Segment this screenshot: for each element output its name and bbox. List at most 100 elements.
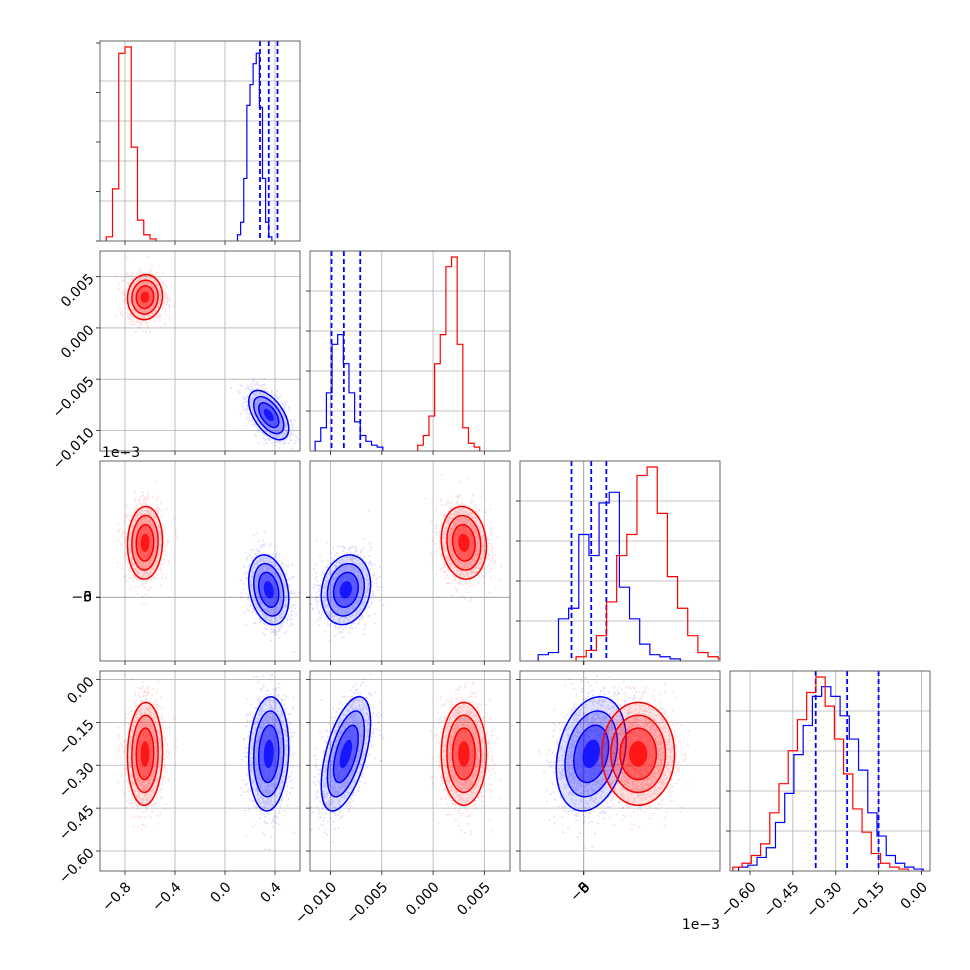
ytick-label: −0.30 — [56, 760, 98, 802]
density-fill-3 — [263, 581, 274, 599]
scatter-series-0 — [230, 377, 300, 450]
contour-2 — [135, 727, 155, 781]
panel-3-0 — [96, 670, 301, 875]
ytick-label: −0.45 — [56, 802, 98, 844]
contour-0 — [247, 554, 290, 626]
scatter-series-0 — [310, 510, 385, 642]
histogram-series-1-param-1 — [417, 256, 481, 451]
xtick-label: −0.60 — [718, 879, 760, 921]
panel-frame — [519, 670, 721, 872]
contour-0 — [126, 505, 164, 580]
contour-1 — [253, 710, 285, 798]
xtick-label: 0.4 — [258, 879, 285, 906]
xtick-label: −0.010 — [292, 879, 340, 927]
ytick-label: 0.000 — [58, 322, 98, 362]
contour-1 — [131, 279, 159, 315]
ytick-label: −3 — [71, 589, 92, 605]
xtick-label: 0.000 — [403, 879, 443, 919]
density-fill-3 — [140, 740, 150, 767]
histogram-series-0-param-3 — [737, 686, 924, 871]
contour-0 — [555, 695, 627, 812]
ytick-label: 6 — [83, 589, 92, 605]
xtick-label: 0.005 — [454, 879, 494, 919]
density-fill-3 — [629, 741, 648, 767]
contour-0 — [601, 701, 676, 807]
contour-0 — [126, 701, 164, 807]
ytick-label: 0.00 — [64, 674, 97, 707]
y-offset-text: 1e−3 — [102, 445, 140, 461]
contour-1 — [326, 562, 366, 617]
xtick-label: −0.8 — [99, 879, 134, 914]
panel-3-1 — [306, 670, 511, 875]
sample-points — [429, 681, 503, 836]
density-fill-3 — [263, 408, 274, 422]
contour-2 — [332, 571, 359, 608]
histogram-series-1-param-3 — [732, 676, 909, 871]
contour-2 — [332, 724, 359, 784]
panel-2-2 — [516, 460, 721, 665]
scatter-series-1 — [116, 674, 178, 831]
ytick-label: −0.005 — [50, 374, 98, 422]
density-fill-3 — [582, 739, 600, 769]
ytick-label: 0 — [83, 589, 92, 605]
contour-1 — [131, 514, 159, 571]
contour-2 — [257, 402, 280, 429]
xtick-label: −0.005 — [343, 879, 391, 927]
contour-2 — [451, 523, 476, 562]
panel-frame — [99, 40, 301, 242]
contour-0 — [440, 505, 488, 580]
contour-2 — [135, 523, 155, 562]
panel-2-1 — [306, 460, 511, 665]
scatter-series-0 — [310, 673, 385, 844]
contour-1 — [446, 714, 482, 794]
contour-1 — [253, 395, 285, 435]
panel-frame — [309, 250, 511, 452]
density-fill-3 — [263, 739, 274, 769]
scatter-series-0 — [240, 671, 296, 851]
histogram-series-1-param-0 — [105, 46, 157, 241]
contour-0 — [320, 554, 372, 626]
scatter-series-1 — [116, 480, 178, 606]
xtick-label: −0.4 — [149, 879, 184, 914]
contour-1 — [131, 714, 159, 794]
x-offset-text: 1e−3 — [682, 917, 720, 933]
xtick-label: −0.15 — [847, 879, 889, 921]
contour-1 — [446, 514, 482, 571]
contour-2 — [619, 727, 658, 781]
contour-0 — [126, 273, 164, 321]
xtick-label: 0.0 — [208, 879, 235, 906]
contour-0 — [247, 389, 290, 441]
scatter-series-0 — [239, 531, 300, 653]
contour-2 — [258, 724, 280, 784]
panel-1-0 — [96, 250, 301, 455]
contour-0 — [248, 695, 290, 812]
panel-3-3 — [726, 670, 931, 875]
panel-3-2 — [516, 670, 721, 875]
contour-1 — [253, 562, 285, 617]
contour-2 — [573, 724, 610, 784]
density-fill-3 — [140, 291, 150, 303]
panel-1-1 — [306, 250, 511, 455]
ytick-label: 0.005 — [58, 271, 98, 311]
panel-frame — [99, 460, 301, 662]
contour-0 — [320, 695, 372, 812]
contour-1 — [326, 710, 366, 798]
xtick-label: −0.45 — [761, 879, 803, 921]
scatter-series-1 — [114, 255, 175, 333]
ytick-label: −0.60 — [56, 845, 98, 887]
panel-2-0 — [96, 460, 301, 665]
panel-frame — [729, 670, 931, 872]
panel-frame — [99, 250, 301, 452]
panel-frame — [99, 670, 301, 872]
contour-1 — [610, 714, 667, 794]
density-fill-3 — [458, 740, 470, 767]
density-fill-3 — [339, 739, 353, 769]
density-fill-3 — [339, 581, 353, 599]
panel-frame — [519, 460, 721, 662]
panel-frame — [309, 460, 511, 662]
ytick-label: −0.010 — [50, 425, 98, 473]
xtick-label: 0.00 — [898, 879, 931, 912]
panel-0-0 — [96, 40, 301, 245]
xtick-label: −0.30 — [804, 879, 846, 921]
